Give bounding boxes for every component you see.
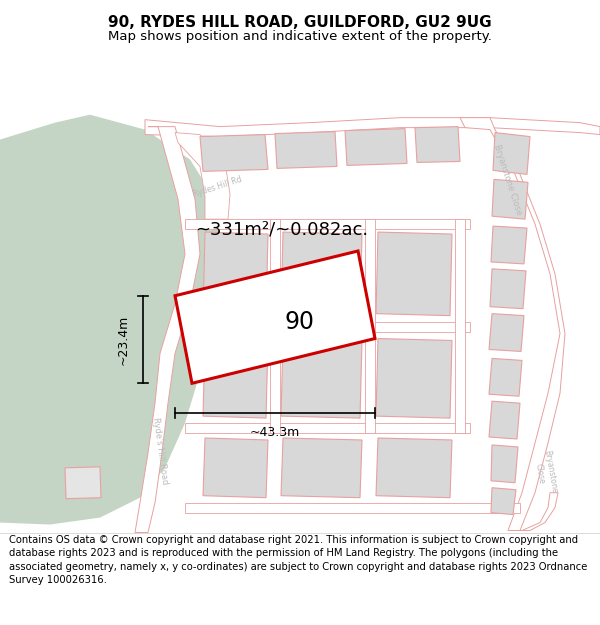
Polygon shape (185, 503, 520, 512)
Polygon shape (145, 118, 600, 137)
Polygon shape (460, 118, 565, 531)
Text: 90, RYDES HILL ROAD, GUILDFORD, GU2 9UG: 90, RYDES HILL ROAD, GUILDFORD, GU2 9UG (108, 16, 492, 31)
Polygon shape (491, 445, 518, 483)
Polygon shape (275, 132, 337, 168)
Polygon shape (490, 269, 526, 309)
Polygon shape (376, 339, 452, 418)
Polygon shape (200, 134, 268, 171)
Polygon shape (203, 232, 268, 316)
Polygon shape (185, 423, 470, 433)
Polygon shape (135, 127, 200, 532)
Polygon shape (489, 358, 522, 396)
Polygon shape (489, 314, 524, 351)
Polygon shape (376, 232, 452, 316)
Polygon shape (175, 132, 230, 219)
Polygon shape (175, 251, 375, 383)
Polygon shape (493, 132, 530, 174)
Text: Contains OS data © Crown copyright and database right 2021. This information is : Contains OS data © Crown copyright and d… (9, 535, 587, 585)
Text: ~43.3m: ~43.3m (250, 426, 300, 439)
Text: ~331m²/~0.082ac.: ~331m²/~0.082ac. (195, 220, 368, 238)
Polygon shape (491, 226, 527, 264)
Text: Bryanstone Close: Bryanstone Close (493, 143, 524, 216)
Polygon shape (185, 219, 470, 229)
Polygon shape (203, 438, 268, 498)
Polygon shape (376, 438, 452, 498)
Polygon shape (65, 467, 101, 499)
Polygon shape (365, 219, 375, 433)
Text: 90: 90 (285, 310, 315, 334)
Polygon shape (415, 127, 460, 162)
Polygon shape (491, 488, 516, 514)
Polygon shape (203, 339, 268, 418)
Polygon shape (345, 129, 407, 166)
Text: Ryde's Hill Road: Ryde's Hill Road (151, 417, 169, 485)
Polygon shape (185, 322, 470, 331)
Polygon shape (281, 232, 362, 316)
Text: Rydes Hill Rd: Rydes Hill Rd (193, 175, 244, 199)
Polygon shape (281, 339, 362, 418)
Polygon shape (510, 492, 558, 531)
Polygon shape (281, 438, 362, 498)
Text: Bryanstone
Close: Bryanstone Close (532, 449, 559, 496)
Text: ~23.4m: ~23.4m (116, 314, 130, 364)
Polygon shape (489, 401, 520, 439)
Polygon shape (270, 219, 280, 433)
Polygon shape (0, 115, 220, 524)
Polygon shape (455, 219, 465, 433)
Text: Map shows position and indicative extent of the property.: Map shows position and indicative extent… (108, 30, 492, 43)
Polygon shape (492, 179, 528, 219)
